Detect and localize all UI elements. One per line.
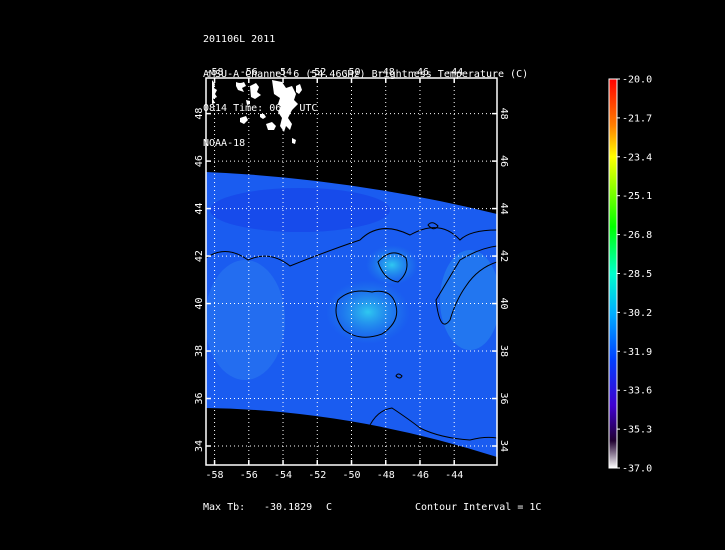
satellite-line: NOAA-18 bbox=[203, 137, 246, 149]
lon-label-bottom: -46 bbox=[411, 470, 429, 481]
lon-label-top: -48 bbox=[377, 67, 395, 78]
coastline-newfoundland bbox=[212, 80, 302, 144]
lat-lon-grid bbox=[206, 78, 497, 465]
colorbar-label: -35.3 bbox=[622, 425, 652, 436]
contour-lines bbox=[206, 222, 497, 441]
lat-label-left: 42 bbox=[194, 250, 205, 262]
lon-label-top: -52 bbox=[308, 67, 326, 78]
warm-region-west bbox=[206, 260, 285, 380]
coastline-segment bbox=[236, 82, 246, 92]
colorbar-label: -37.0 bbox=[622, 464, 652, 475]
lon-label-bottom: -56 bbox=[240, 470, 258, 481]
lon-label-bottom: -58 bbox=[206, 470, 224, 481]
cool-region-north bbox=[210, 188, 390, 232]
lon-label-bottom: -54 bbox=[274, 470, 292, 481]
storm-id-line: 201106L 2011 bbox=[203, 34, 276, 45]
colorbar bbox=[608, 78, 618, 469]
lon-label-bottom: -44 bbox=[445, 470, 463, 481]
lon-labels: -58 -58 -56 -56 -54 -54 -52 -52 -50 -50 -48 -48 -46 -… bbox=[206, 67, 464, 481]
lat-label-right: 44 bbox=[498, 203, 509, 215]
coastline-segment bbox=[266, 122, 276, 130]
lon-label-top: -50 bbox=[342, 67, 360, 78]
lat-label-right: 42 bbox=[498, 250, 509, 262]
product-header: 201106L 2011 AMSU-A Channel 6 (54.46GHz)… bbox=[203, 11, 528, 161]
warm-region-42n bbox=[366, 245, 418, 285]
contour-line bbox=[335, 290, 398, 338]
lat-label-left: 46 bbox=[194, 155, 205, 167]
lon-label-bottom: -50 bbox=[342, 470, 360, 481]
lat-label-left: 48 bbox=[194, 108, 205, 120]
contour-line bbox=[206, 227, 497, 267]
max-tb-label: Max Tb: bbox=[203, 502, 246, 513]
lon-label-top: -54 bbox=[274, 67, 292, 78]
colorbar-label: -21.7 bbox=[622, 113, 652, 124]
lon-label-bottom: -52 bbox=[308, 470, 326, 481]
contour-interval: Contour Interval = 1C bbox=[415, 502, 542, 513]
lat-label-left: 40 bbox=[194, 298, 205, 310]
coastline-segment bbox=[246, 100, 250, 105]
lat-label-right: 36 bbox=[498, 392, 509, 404]
coastline-segment bbox=[278, 96, 292, 132]
lat-labels: 48 48 46 46 44 44 42 42 40 40 38 38 36 36 34 34 bbox=[194, 108, 509, 452]
colorbar-label: -28.5 bbox=[622, 269, 652, 280]
swath-layer bbox=[206, 172, 497, 457]
warm-region-east bbox=[440, 250, 497, 350]
warm-region-40n bbox=[326, 280, 410, 344]
contour-line bbox=[435, 245, 497, 325]
lon-label-top: -58 bbox=[206, 67, 224, 78]
colorbar-labels: -20.0 -21.7 -23.4 -25.1 -26.8 -28.5 -30.2 -31.9… bbox=[622, 75, 652, 475]
colorbar-label: -25.1 bbox=[622, 191, 652, 202]
contour-line bbox=[377, 252, 408, 283]
colorbar-label: -20.0 bbox=[622, 75, 652, 86]
contour-line bbox=[369, 407, 497, 441]
coastline-segment bbox=[240, 116, 248, 124]
max-tb-value: -30.1829 bbox=[264, 502, 313, 513]
lat-label-left: 44 bbox=[194, 203, 205, 215]
colorbar-label: -26.8 bbox=[622, 230, 652, 241]
lat-label-left: 34 bbox=[194, 440, 205, 452]
lon-label-top: -46 bbox=[411, 67, 429, 78]
lon-label-top: -44 bbox=[445, 67, 463, 78]
lat-label-right: 34 bbox=[498, 440, 509, 452]
colorbar-label: -33.6 bbox=[622, 386, 652, 397]
channel-title-line: AMSU-A Channel 6 (54.46GHz) Brightness T… bbox=[203, 68, 529, 80]
colorbar-ticks bbox=[617, 78, 620, 469]
contour-line bbox=[395, 373, 403, 379]
coastline-segment bbox=[260, 114, 266, 119]
lat-label-right: 46 bbox=[498, 155, 509, 167]
colorbar-label: -30.2 bbox=[622, 308, 652, 319]
lat-label-right: 48 bbox=[498, 108, 509, 120]
map-ticks bbox=[206, 78, 497, 465]
coastline-segment bbox=[292, 138, 296, 144]
colorbar-label: -23.4 bbox=[622, 152, 652, 163]
coastline-segment bbox=[250, 83, 261, 99]
lat-label-right: 38 bbox=[498, 345, 509, 357]
max-tb-unit: C bbox=[326, 502, 333, 513]
coastline-segment bbox=[272, 80, 298, 110]
coastline-segment bbox=[296, 84, 302, 94]
lon-label-top: -56 bbox=[240, 67, 258, 78]
coastline-segment bbox=[212, 80, 217, 104]
lat-label-left: 36 bbox=[194, 392, 205, 404]
contour-line bbox=[427, 222, 439, 230]
lat-label-right: 40 bbox=[498, 298, 509, 310]
colorbar-label: -31.9 bbox=[622, 347, 652, 358]
lon-label-bottom: -48 bbox=[377, 470, 395, 481]
lat-label-left: 38 bbox=[194, 345, 205, 357]
